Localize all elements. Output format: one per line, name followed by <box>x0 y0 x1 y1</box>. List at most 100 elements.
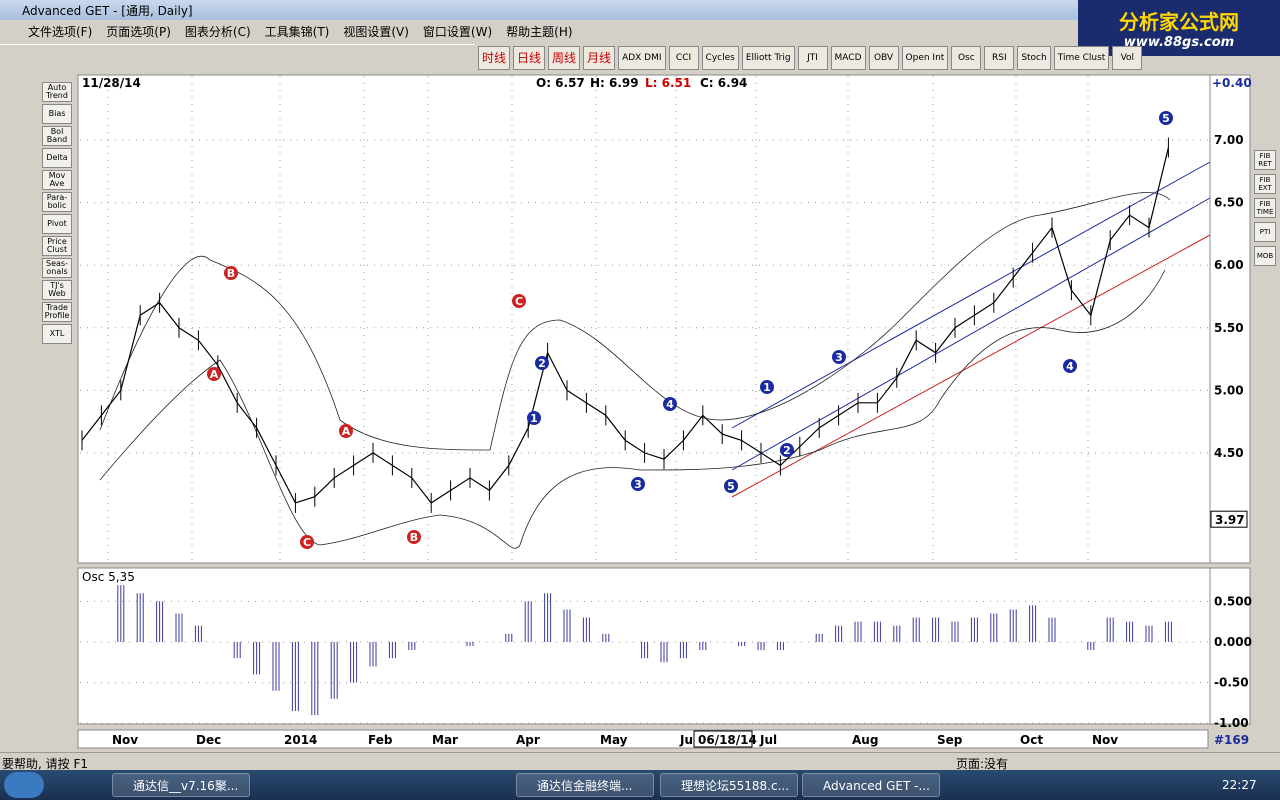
toolbar-button[interactable]: RSI <box>984 46 1015 70</box>
logo-name: 分析家公式网 <box>1119 10 1239 34</box>
wave-circle <box>512 294 526 308</box>
y-tick-label: 0.000 <box>1214 635 1252 649</box>
low-label: L: 6.51 <box>645 76 691 90</box>
x-tick-label: Jul <box>759 733 777 747</box>
y-tick-label: 7.00 <box>1214 133 1244 147</box>
channel-line <box>731 197 1211 471</box>
study-button[interactable]: TJ's Web <box>42 280 72 300</box>
study-button[interactable]: Price Clust <box>42 236 72 256</box>
wave-label: 4 <box>1066 360 1074 373</box>
status-bar: 要帮助, 请按 F1 页面:没有 <box>0 752 1280 771</box>
menu-item[interactable]: 文件选项(F) <box>28 24 93 39</box>
change-label: +0.40 <box>1212 76 1252 90</box>
osc-title: Osc 5,35 <box>82 570 135 584</box>
wave-label: 3 <box>634 478 642 491</box>
wave-circle <box>1063 359 1077 373</box>
study-buttons: Auto Trend Bias Bol Band Delta Mov Ave Para-b… <box>42 82 72 344</box>
close-label: C: 6.94 <box>700 76 747 90</box>
wave-label: C <box>515 295 523 308</box>
icon-toolbar <box>0 44 475 73</box>
menu-item[interactable]: 图表分析(C) <box>184 24 251 39</box>
toolbar-button[interactable]: JTI <box>797 46 828 70</box>
toolbar-button[interactable]: Elliott Trig <box>741 46 795 70</box>
wave-label: 1 <box>530 412 538 425</box>
wave-circle <box>724 479 738 493</box>
toolbar-button[interactable]: Cycles <box>701 46 739 70</box>
menu-item[interactable]: 视图设置(V) <box>343 24 409 39</box>
toolbar-button[interactable]: 日线 <box>513 46 546 70</box>
menu-item[interactable]: 工具集锦(T) <box>264 24 330 39</box>
wave-circle <box>535 356 549 370</box>
study-button[interactable]: Mov Ave <box>42 170 72 190</box>
toolbar-button[interactable]: ADX DMI <box>618 46 666 70</box>
wave-label: 4 <box>666 398 674 411</box>
clock: 22:27 <box>1222 778 1257 792</box>
task-button[interactable]: 通达信__v7.16聚... <box>112 773 250 797</box>
cursor-date-box <box>693 730 753 748</box>
wave-circle <box>631 477 645 491</box>
fib-button[interactable]: PTI <box>1254 222 1276 242</box>
study-button[interactable]: Pivot <box>42 214 72 234</box>
wave-label: 5 <box>1162 112 1170 125</box>
toolbar-button[interactable]: Vol <box>1112 46 1143 70</box>
study-button[interactable]: Auto Trend <box>42 82 72 102</box>
wave-circle <box>1159 111 1173 125</box>
price-panel <box>77 74 1251 564</box>
channel-line <box>731 161 1211 429</box>
x-tick-label: May <box>600 733 628 747</box>
study-button[interactable]: XTL <box>42 324 72 344</box>
wave-label: 2 <box>783 444 791 457</box>
date-label: 11/28/14 <box>82 76 141 90</box>
toolbar-button[interactable]: 月线 <box>583 46 616 70</box>
toolbar-button[interactable]: Stoch <box>1017 46 1051 70</box>
study-button[interactable]: Bias <box>42 104 72 124</box>
wave-circle <box>832 350 846 364</box>
logo: 分析家公式网 www.88gs.com <box>1078 0 1280 56</box>
study-button[interactable]: Para-bolic <box>42 192 72 212</box>
x-tick-label: Apr <box>516 733 540 747</box>
wave-label: 1 <box>763 381 771 394</box>
task-button[interactable]: 通达信金融终端... <box>516 773 654 797</box>
task-button[interactable]: Advanced GET -... <box>802 773 940 797</box>
wave-label: C <box>303 536 311 549</box>
fib-button[interactable]: MOB <box>1254 246 1276 266</box>
window-title: Advanced GET - [通用, Daily] <box>22 4 193 18</box>
menu-item[interactable]: 页面选项(P) <box>106 24 171 39</box>
toolbar-button[interactable]: 时线 <box>478 46 511 70</box>
task-button[interactable]: 理想论坛55188.c... <box>660 773 798 797</box>
x-tick-label: Mar <box>432 733 458 747</box>
menu-item[interactable]: 帮助主题(H) <box>506 24 573 39</box>
menu-item[interactable]: 窗口设置(W) <box>422 24 493 39</box>
toolbar-button[interactable]: 周线 <box>548 46 581 70</box>
toolbar-button[interactable]: CCI <box>668 46 699 70</box>
logo-url: www.88gs.com <box>1123 35 1235 50</box>
date-axis <box>77 729 1209 749</box>
toolbar-button[interactable]: Time Clust <box>1053 46 1110 70</box>
toolbar-button[interactable]: MACD <box>830 46 866 70</box>
y-tick-label: -0.50 <box>1214 676 1249 690</box>
toolbar-button[interactable]: Osc <box>951 46 982 70</box>
wave-circle <box>760 380 774 394</box>
wave-circle <box>339 424 353 438</box>
y-tick-label: -1.00 <box>1214 716 1249 730</box>
study-button[interactable]: Trade Profile <box>42 302 72 322</box>
toolbar-button[interactable]: Open Int <box>901 46 949 70</box>
y-tick-label: 5.50 <box>1214 321 1244 335</box>
wave-label: 3 <box>835 351 843 364</box>
study-button[interactable]: Bol Band <box>42 126 72 146</box>
wave-circle <box>780 443 794 457</box>
indicator-toolbar: 时线 日线 周线 月线 ADX DMI CCI Cycles Elliott Trig JTI M… <box>478 46 1143 70</box>
study-button[interactable]: Delta <box>42 148 72 168</box>
wave-circle <box>207 367 221 381</box>
start-button[interactable] <box>4 772 44 798</box>
wave-circle <box>663 397 677 411</box>
high-label: H: 6.99 <box>590 76 639 90</box>
toolbar-button[interactable]: OBV <box>868 46 899 70</box>
y-tick-label: 6.00 <box>1214 258 1244 272</box>
channel-line <box>731 234 1211 498</box>
fib-button[interactable]: FIB EXT <box>1254 174 1276 194</box>
study-button[interactable]: Seas-onals <box>42 258 72 278</box>
fib-button[interactable]: FIB RET <box>1254 150 1276 170</box>
fib-button[interactable]: FIB TIME <box>1254 198 1276 218</box>
wave-label: B <box>227 267 235 280</box>
